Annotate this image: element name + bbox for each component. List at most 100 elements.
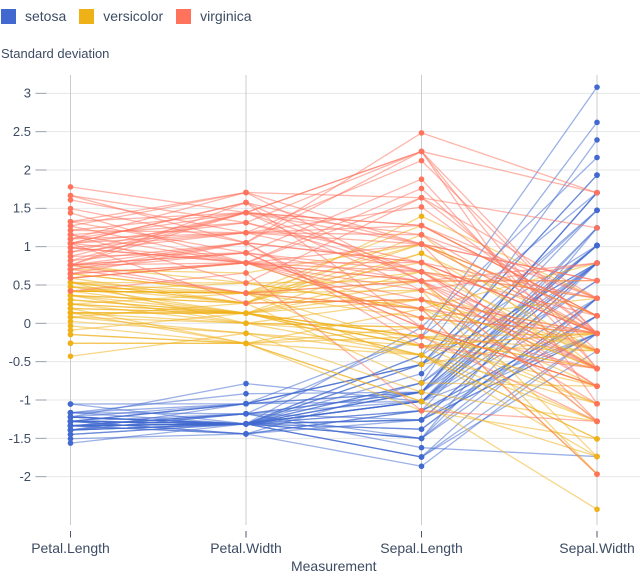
virginica-swatch-icon [176, 9, 192, 24]
series-line-setosa [70, 332, 598, 427]
data-point-virginica [418, 306, 425, 312]
data-point-virginica [418, 130, 425, 136]
data-point-virginica [67, 184, 74, 190]
data-point-virginica [243, 250, 249, 256]
series-line-versicolor [70, 325, 598, 440]
x-tick-label: Petal.Width [210, 540, 282, 556]
data-point-virginica [67, 218, 74, 225]
data-point-versicolor [418, 250, 425, 257]
series-line-virginica [70, 262, 598, 335]
data-point-setosa [67, 401, 74, 407]
data-point-virginica [243, 240, 249, 246]
data-point-virginica [67, 227, 74, 234]
data-point-setosa [418, 426, 425, 432]
data-point-versicolor [418, 213, 425, 220]
data-point-setosa [418, 444, 425, 451]
y-tick-label: 1 [24, 239, 31, 254]
data-point-virginica [67, 249, 74, 255]
data-point-virginica [594, 330, 600, 337]
data-point-setosa [67, 435, 74, 442]
series-line-virginica [70, 264, 598, 370]
data-point-virginica [243, 219, 249, 226]
data-point-versicolor [67, 327, 74, 333]
y-tick-label: 0.5 [13, 277, 31, 292]
data-point-setosa [418, 463, 425, 470]
data-point-virginica [67, 257, 74, 264]
data-point-setosa [594, 84, 600, 90]
series-line-virginica [70, 234, 598, 422]
data-point-setosa [67, 409, 74, 416]
y-tick-label: 1.5 [13, 201, 31, 216]
series-line-virginica [70, 211, 598, 317]
data-point-virginica [594, 225, 600, 231]
series-line-setosa [70, 209, 598, 425]
data-point-versicolor [67, 314, 74, 320]
data-point-virginica [594, 348, 600, 354]
series-line-virginica [70, 262, 598, 335]
data-point-virginica [418, 204, 425, 210]
data-point-virginica [67, 210, 74, 216]
data-point-virginica [243, 290, 249, 296]
data-point-virginica [418, 222, 425, 229]
series-line-versicolor [70, 342, 598, 458]
series-line-versicolor [70, 290, 598, 366]
data-point-versicolor [243, 330, 249, 337]
y-tick-label: -0.5 [9, 354, 31, 369]
data-point-versicolor [67, 292, 74, 299]
series-line-setosa [70, 332, 598, 467]
data-point-setosa [243, 431, 249, 437]
y-tick-label: 0 [24, 316, 31, 331]
data-point-virginica [67, 205, 74, 212]
data-point-versicolor [594, 506, 600, 513]
data-point-versicolor [67, 340, 74, 347]
series-line-setosa [70, 262, 598, 423]
versicolor-swatch-icon [79, 9, 95, 24]
series-line-virginica [70, 150, 598, 334]
data-point-virginica [418, 241, 425, 247]
x-tick-label: Sepal.Length [380, 540, 463, 556]
data-point-setosa [67, 427, 74, 433]
data-point-virginica [67, 275, 74, 281]
data-point-virginica [418, 194, 425, 201]
data-point-virginica [67, 253, 74, 260]
data-point-virginica [243, 300, 249, 306]
data-point-versicolor [67, 310, 74, 316]
series-line-versicolor [70, 262, 598, 310]
data-point-virginica [67, 270, 74, 277]
data-point-virginica [243, 270, 249, 276]
legend-label-virginica: virginica [200, 8, 252, 24]
data-point-virginica [418, 148, 425, 155]
data-point-virginica [67, 192, 74, 199]
data-point-setosa [67, 414, 74, 420]
data-point-setosa [418, 370, 425, 377]
data-point-versicolor [243, 310, 249, 317]
series-line-virginica [70, 211, 598, 299]
data-point-versicolor [67, 279, 74, 286]
data-point-setosa [67, 418, 74, 425]
data-point-virginica [418, 407, 425, 414]
data-point-virginica [418, 176, 425, 183]
series-line-setosa [70, 227, 598, 435]
series-line-versicolor [70, 303, 598, 338]
series-line-versicolor [70, 302, 598, 387]
series-line-versicolor [70, 333, 598, 405]
data-point-versicolor [243, 320, 249, 327]
data-point-virginica [418, 324, 425, 331]
series-line-virginica [70, 150, 598, 369]
series-line-virginica [70, 191, 598, 229]
data-point-virginica [418, 287, 425, 294]
data-point-versicolor [418, 398, 425, 405]
x-tick-label: Petal.Length [31, 540, 110, 556]
data-point-virginica [418, 278, 425, 284]
y-tick-label: 3 [24, 86, 31, 101]
data-point-virginica [243, 280, 249, 286]
y-tick-label: -2 [19, 469, 31, 484]
series-line-virginica [70, 252, 598, 422]
legend-item-setosa: setosa [1, 9, 66, 24]
data-point-virginica [67, 223, 74, 229]
legend-label-versicolor: versicolor [103, 8, 164, 24]
data-point-versicolor [67, 331, 74, 338]
series-line-virginica [70, 272, 598, 423]
data-point-virginica [67, 197, 74, 203]
